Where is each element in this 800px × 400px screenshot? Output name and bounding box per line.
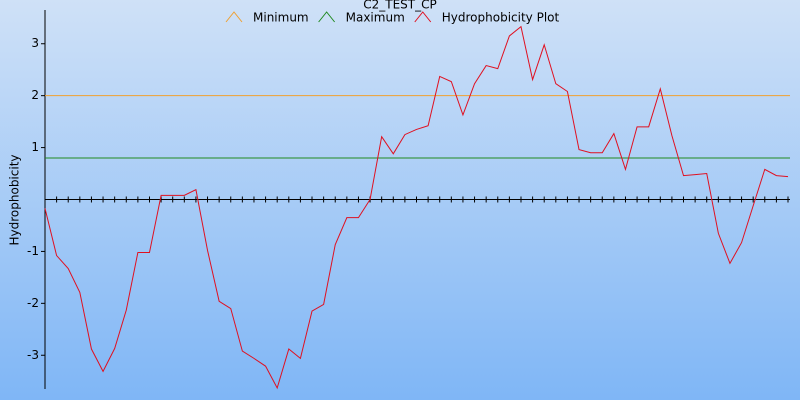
y-tick-label: 3: [31, 36, 39, 50]
y-tick-label: 1: [31, 140, 39, 154]
legend-label: Hydrophobicity Plot: [442, 11, 560, 25]
chart-title: C2_TEST_CP: [363, 0, 437, 12]
y-tick-label: -1: [27, 244, 39, 258]
legend-icon: [318, 11, 336, 23]
legend-label: Maximum: [346, 11, 405, 25]
y-tick-label: 2: [31, 88, 39, 102]
legend-icon: [225, 11, 243, 23]
data-line: [44, 25, 789, 390]
legend-label: Minimum: [253, 11, 309, 25]
legend: Minimum Maximum Hydrophobicity Plot: [225, 11, 560, 25]
y-axis-label: Hydrophobicity: [8, 154, 22, 245]
legend-icon: [414, 11, 432, 23]
y-tick-label: -3: [27, 348, 39, 362]
y-tick-label: -2: [27, 296, 39, 310]
